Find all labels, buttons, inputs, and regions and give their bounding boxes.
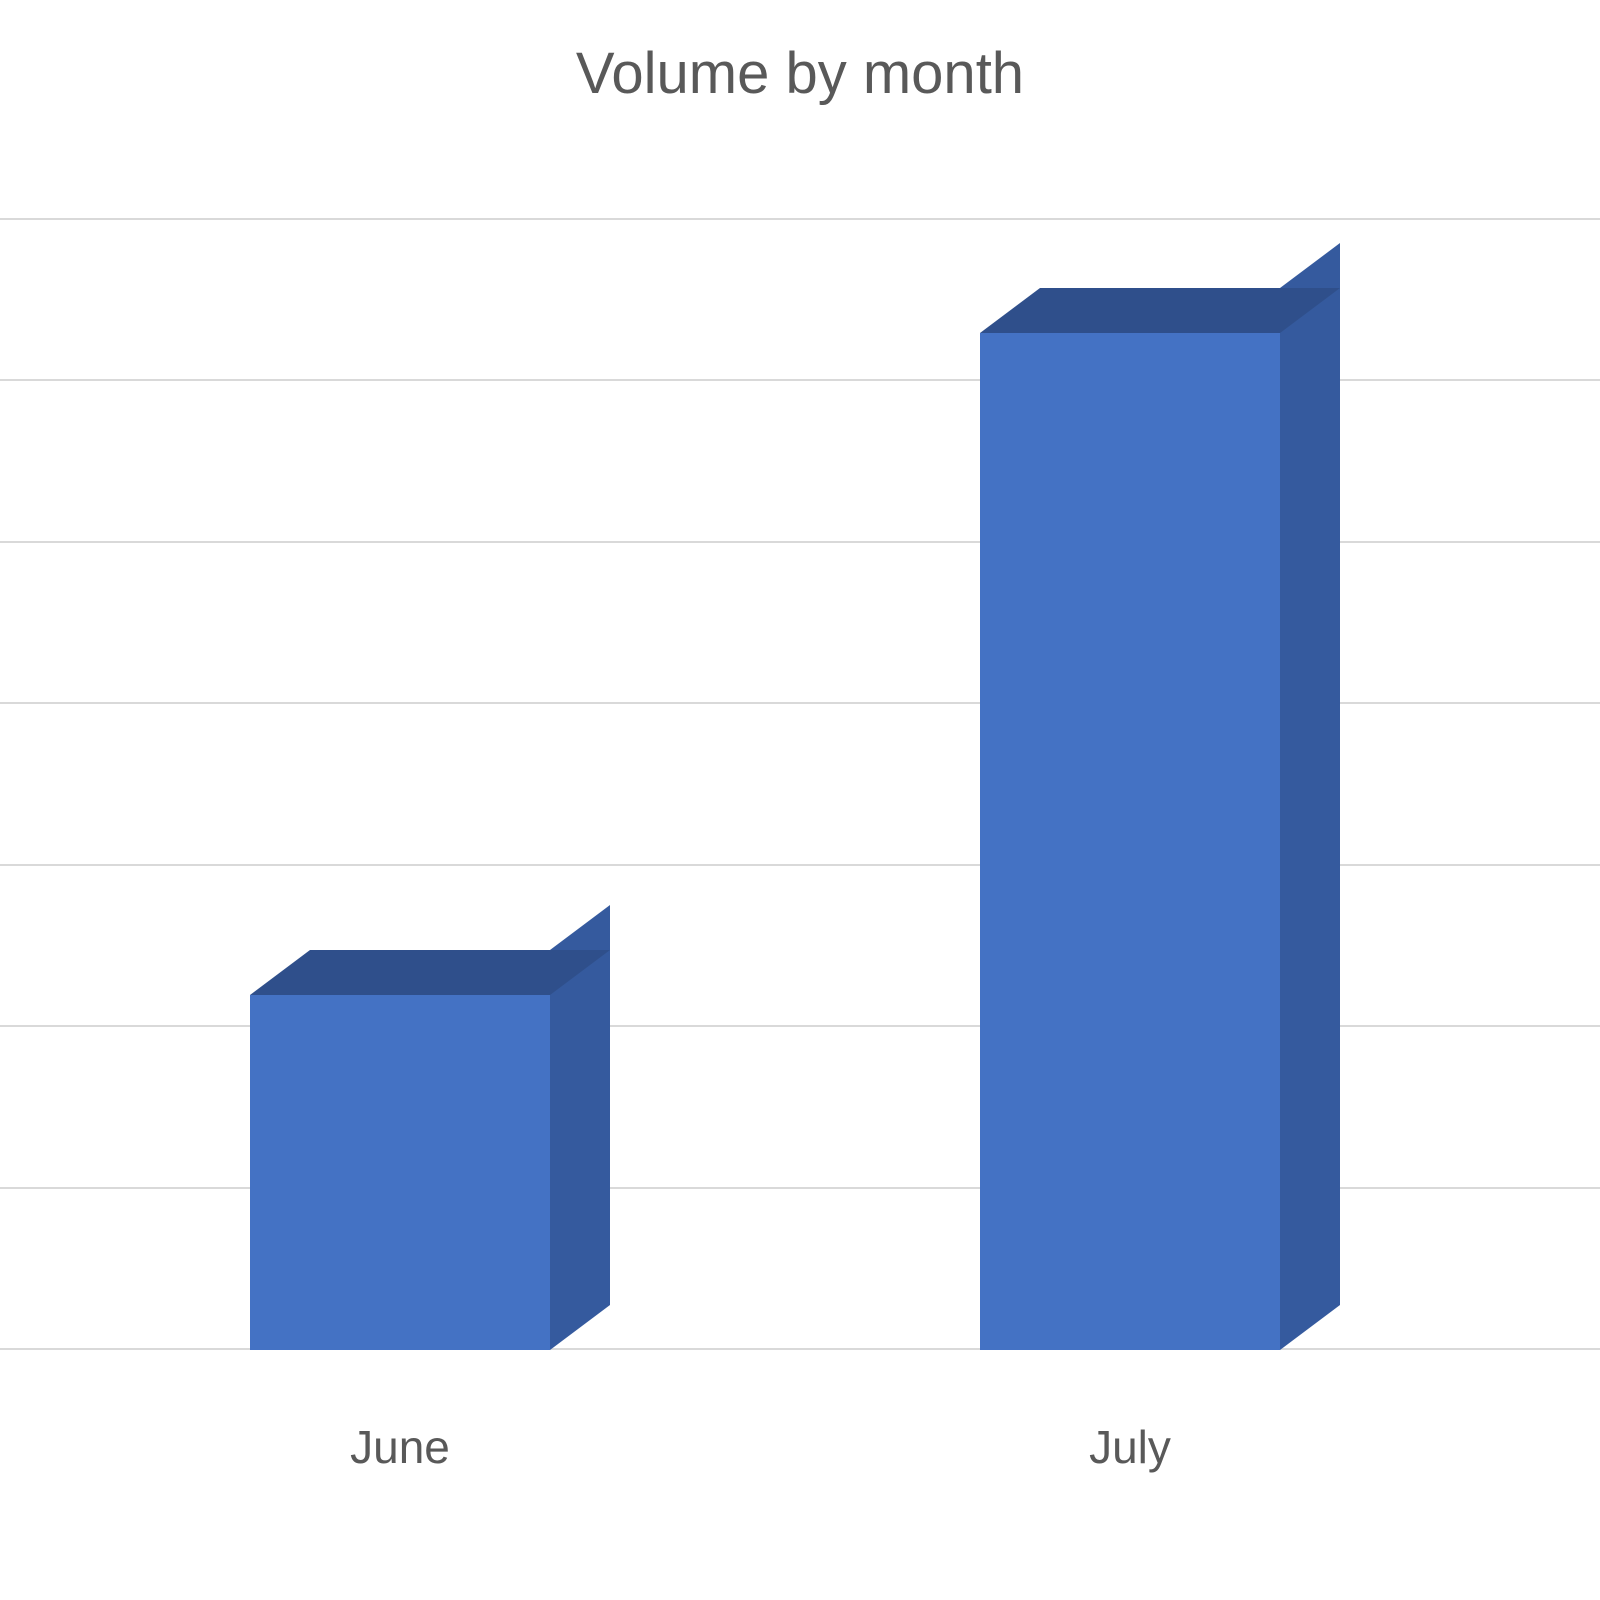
- bar-june: [250, 950, 610, 1350]
- gridline: [0, 1025, 1600, 1027]
- bar-front: [980, 333, 1280, 1350]
- plot-area: [0, 220, 1600, 1350]
- gridline: [0, 864, 1600, 866]
- gridline: [0, 702, 1600, 704]
- gridline: [0, 218, 1600, 220]
- bar-top: [980, 288, 1340, 333]
- chart-title: Volume by month: [0, 40, 1600, 107]
- gridline: [0, 1348, 1600, 1350]
- gridline: [0, 379, 1600, 381]
- x-label-june: June: [200, 1420, 600, 1474]
- bar-top: [250, 950, 610, 995]
- bar-july: [980, 288, 1340, 1350]
- x-label-july: July: [930, 1420, 1330, 1474]
- gridline: [0, 541, 1600, 543]
- gridline: [0, 1187, 1600, 1189]
- bar-front: [250, 995, 550, 1350]
- bar-side: [1280, 243, 1340, 1350]
- volume-by-month-chart: Volume by month June July: [0, 0, 1600, 1600]
